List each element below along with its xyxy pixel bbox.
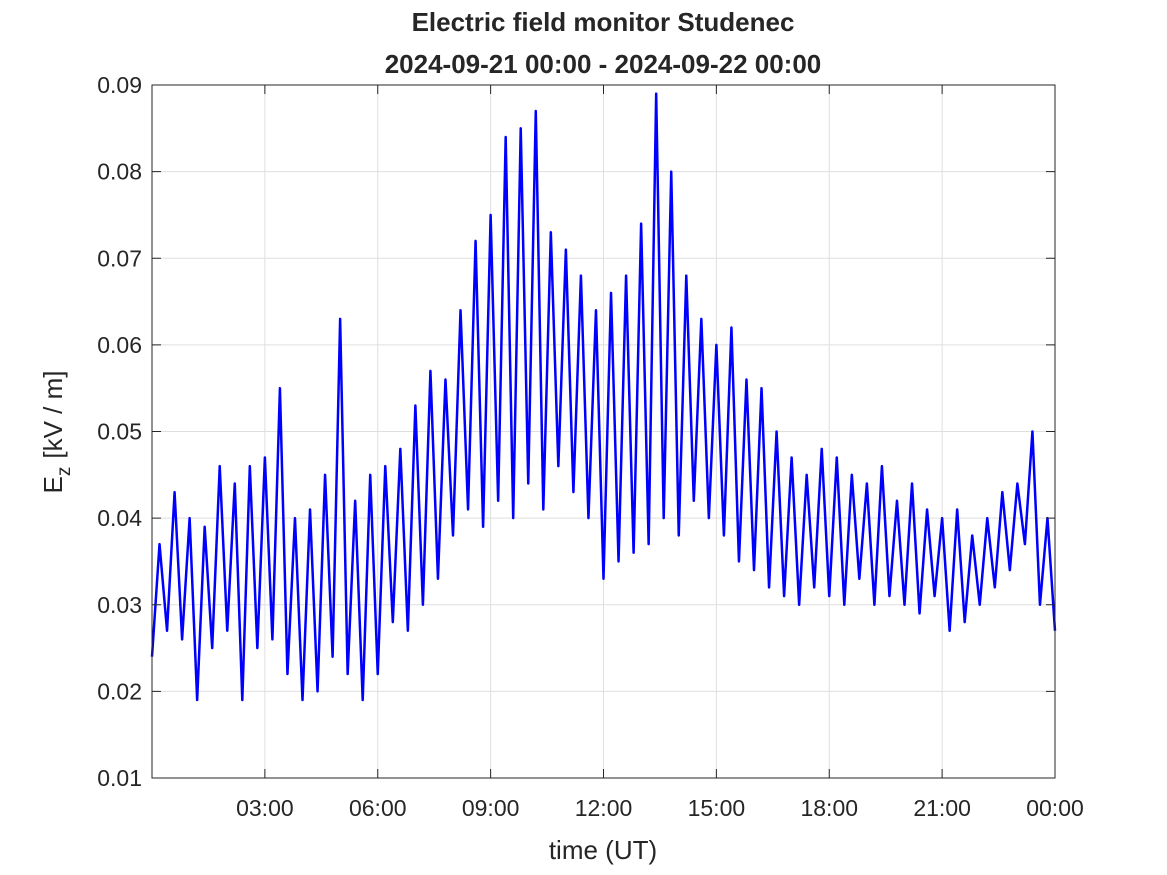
x-tick-label: 00:00 — [1026, 795, 1084, 821]
axes-box — [151, 84, 1056, 779]
y-axis-label: Ez [kV / m] — [38, 371, 75, 494]
x-tick-label: 06:00 — [349, 795, 407, 821]
y-tick-label: 0.05 — [97, 419, 142, 445]
y-tick-label: 0.06 — [97, 332, 142, 358]
y-tick-label: 0.02 — [97, 678, 142, 704]
y-tick-label: 0.01 — [97, 765, 142, 791]
plot-area — [150, 92, 1057, 702]
y-label-base: E — [38, 476, 68, 493]
x-axis-label: time (UT) — [549, 835, 657, 865]
data-line — [150, 92, 1057, 702]
y-label-unit: [kV / m] — [38, 371, 68, 459]
x-tick-label: 12:00 — [575, 795, 633, 821]
y-tick-label: 0.03 — [97, 592, 142, 618]
y-tick-label: 0.04 — [97, 505, 142, 531]
chart-subtitle: 2024-09-21 00:00 - 2024-09-22 00:00 — [385, 49, 822, 79]
x-tick-label: 03:00 — [236, 795, 294, 821]
x-tick-label: 15:00 — [688, 795, 746, 821]
x-tick-label: 09:00 — [462, 795, 520, 821]
y-tick-label: 0.08 — [97, 159, 142, 185]
x-tick-label: 18:00 — [800, 795, 858, 821]
axes: 0.01 0.02 0.03 0.04 0.05 0.06 0.07 0.08 0.09 03:0… — [97, 72, 1084, 821]
y-label-subscript: z — [54, 467, 75, 477]
y-tick-label: 0.09 — [97, 72, 142, 98]
chart-title: Electric field monitor Studenec — [412, 7, 795, 37]
y-tick-label: 0.07 — [97, 245, 142, 271]
x-tick-label: 21:00 — [913, 795, 971, 821]
